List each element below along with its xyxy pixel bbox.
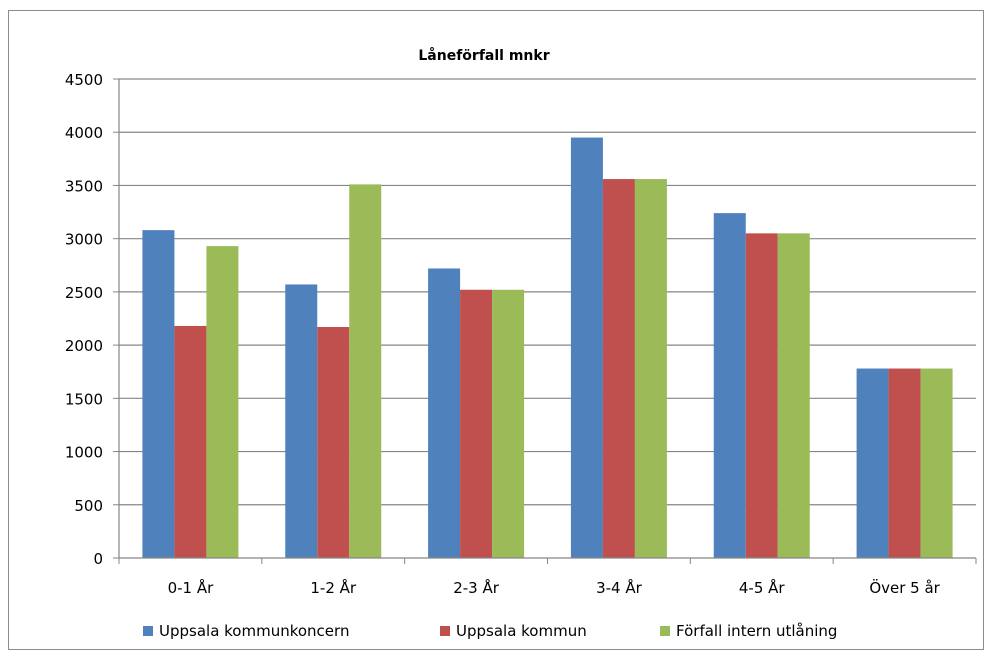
legend: Uppsala kommunkoncern Uppsala kommun Förfa… — [143, 622, 837, 640]
x-axis-ticks: 0-1 År 1-2 År 2-3 År 3-4 År 4-5 År Över 5 år — [118, 558, 977, 597]
legend-label: Uppsala kommun — [456, 622, 587, 640]
bar — [777, 233, 810, 558]
y-tick-label: 1500 — [65, 390, 103, 408]
legend-swatch — [143, 626, 153, 636]
bar — [634, 179, 667, 558]
y-tick-label: 4000 — [65, 124, 103, 142]
y-tick-label: 4500 — [65, 71, 103, 89]
gridlines — [119, 78, 976, 506]
x-tick-label: 3-4 År — [596, 578, 643, 597]
bar — [460, 289, 493, 558]
x-tick-label: 1-2 År — [310, 578, 357, 597]
axes — [118, 79, 976, 559]
bar — [492, 289, 525, 558]
bar — [745, 233, 778, 558]
y-tick-label: 3000 — [65, 231, 103, 249]
bar — [206, 246, 239, 558]
legend-swatch — [660, 626, 670, 636]
chart-title: Låneförfall mnkr — [418, 47, 549, 64]
x-tick-label: Över 5 år — [869, 578, 940, 597]
bar — [920, 368, 953, 558]
legend-label: Förfall intern utlåning — [676, 622, 837, 640]
legend-label: Uppsala kommunkoncern — [159, 622, 349, 640]
y-tick-label: 1000 — [65, 444, 103, 462]
y-tick-label: 2000 — [65, 337, 103, 355]
bar — [349, 184, 382, 558]
bar — [317, 327, 350, 558]
bar — [856, 368, 889, 558]
y-tick-label: 2500 — [65, 284, 103, 302]
bar — [142, 230, 175, 558]
x-tick-label: 0-1 År — [168, 578, 215, 597]
bar — [174, 325, 207, 558]
bar — [285, 284, 318, 558]
bar — [428, 268, 461, 558]
legend-swatch — [440, 626, 450, 636]
y-tick-label: 0 — [93, 550, 103, 568]
bar — [570, 137, 603, 559]
bar — [602, 179, 635, 558]
y-tick-label: 3500 — [65, 177, 103, 195]
x-tick-label: 4-5 År — [739, 578, 786, 597]
bar — [713, 213, 746, 558]
y-tick-label: 500 — [74, 497, 103, 515]
bars — [142, 137, 953, 559]
y-axis-ticks: 0 500 1000 1500 2000 2500 3000 3500 4000 4500 — [65, 71, 119, 568]
bar — [888, 368, 921, 558]
x-tick-label: 2-3 År — [453, 578, 500, 597]
